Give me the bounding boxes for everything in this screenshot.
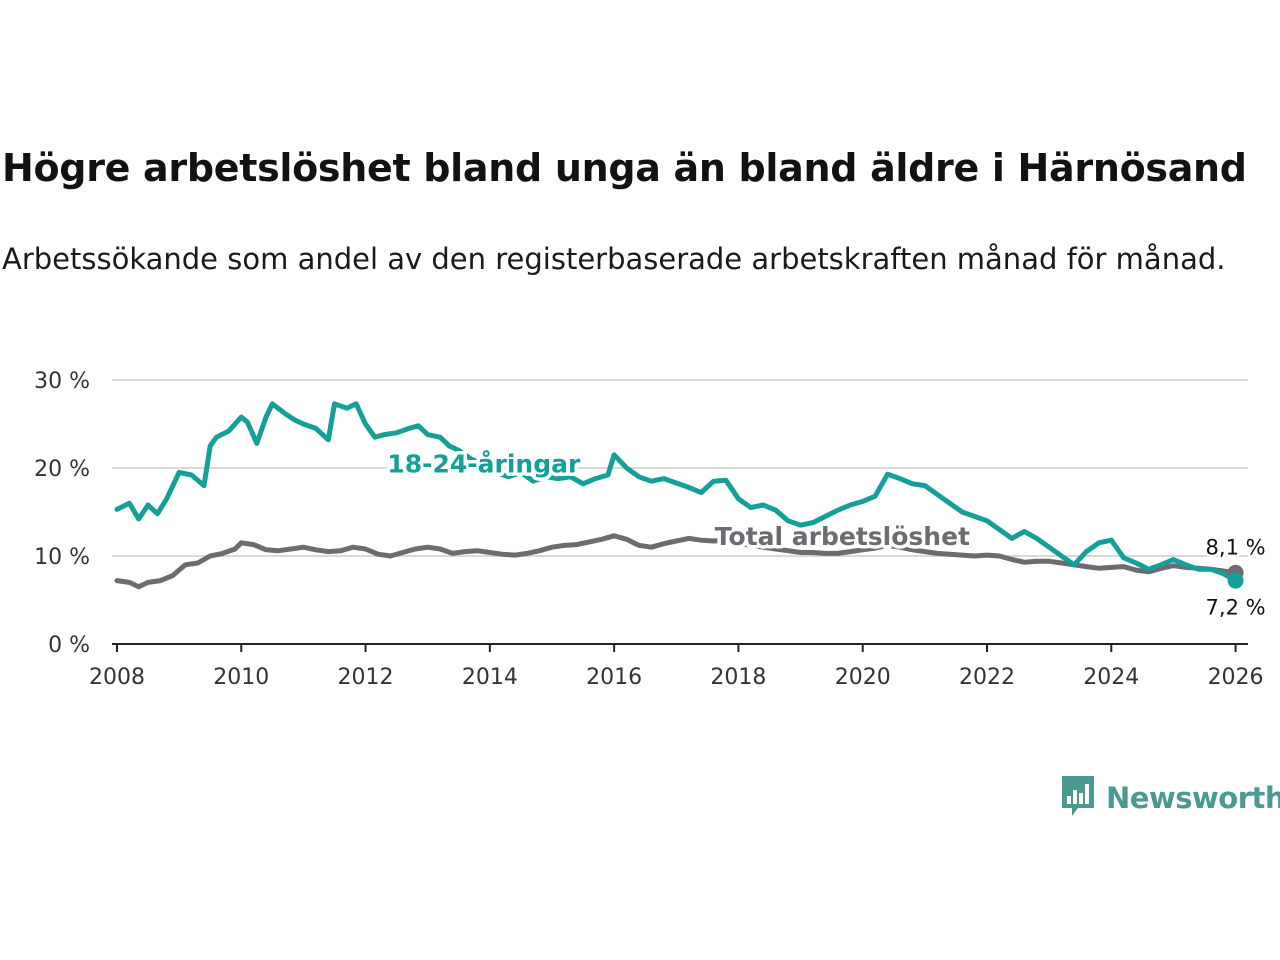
y-tick-label: 30 % <box>34 369 90 394</box>
series-label-youth: 18-24-åringar <box>387 450 581 479</box>
y-tick-label: 0 % <box>48 633 90 658</box>
chart-title: Högre arbetslöshet bland unga än bland ä… <box>2 146 1247 190</box>
newsworthy-logo: Newsworthy <box>1060 774 1280 822</box>
series-line-total <box>114 533 1239 590</box>
x-tick-label: 2024 <box>1083 665 1139 690</box>
end-value-label-total: 8,1 % <box>1206 536 1266 560</box>
x-axis: 2008 2010 2012 2014 2016 2018 2020 2022 2024 2026 <box>89 643 1264 690</box>
series-label-total: Total arbetslöshet <box>715 522 970 551</box>
x-tick-label: 2022 <box>959 665 1015 690</box>
x-tick-label: 2020 <box>835 665 891 690</box>
brand-name: Newsworthy <box>1106 781 1280 815</box>
x-tick-label: 2018 <box>710 665 766 690</box>
x-tick-label: 2010 <box>213 665 269 690</box>
chart-subtitle: Arbetssökande som andel av den registerb… <box>2 242 1226 276</box>
end-value-label-youth: 7,2 % <box>1206 596 1266 620</box>
y-axis: 0 % 10 % 20 % 30 % <box>34 369 90 658</box>
x-tick-label: 2016 <box>586 665 642 690</box>
x-tick-label: 2014 <box>462 665 518 690</box>
newsworthy-chart-icon <box>1060 774 1096 822</box>
x-tick-label: 2008 <box>89 665 145 690</box>
x-tick-label: 2026 <box>1208 665 1264 690</box>
grid-lines <box>112 379 1248 557</box>
x-tick-label: 2012 <box>338 665 394 690</box>
series-line-youth <box>114 401 1239 584</box>
series-labels: 18-24-åringar Total arbetslöshet 7,2 % 8,1 … <box>384 446 1268 622</box>
end-point-youth <box>1227 572 1244 589</box>
series-lines <box>114 401 1244 590</box>
y-tick-label: 10 % <box>34 545 90 570</box>
y-tick-label: 20 % <box>34 457 90 482</box>
